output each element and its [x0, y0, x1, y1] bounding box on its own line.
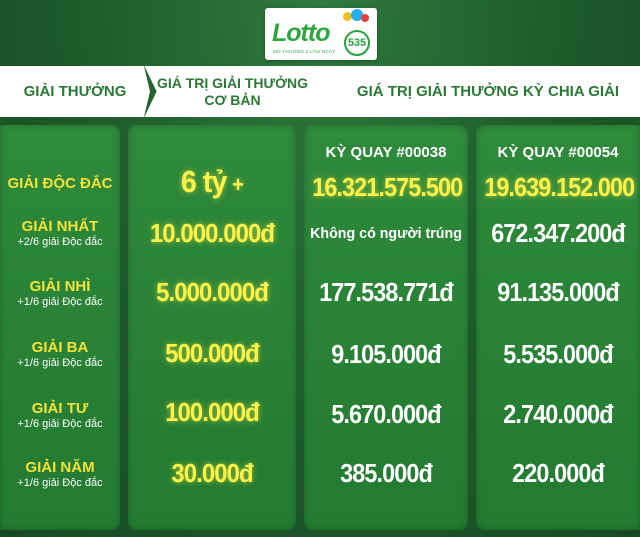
draw-1-second: 177.538.771đ [319, 277, 454, 307]
base-value-fifth: 30.000đ [171, 458, 253, 488]
draw-1-jackpot: 16.321.575.500 [312, 172, 463, 202]
draw-1-panel [304, 125, 468, 530]
draw-2-fourth: 2.740.000đ [503, 399, 613, 429]
prize-note: +1/6 giải Độc đắc [17, 295, 103, 308]
header-prize: GIẢI THƯỞNG [0, 66, 150, 117]
draw-2-first: 672.347.200đ [491, 218, 626, 248]
base-value-panel [128, 125, 296, 530]
header-base-line2: CƠ BẢN [204, 91, 261, 108]
prize-name: GIẢI BA [31, 339, 89, 356]
draw-2-jackpot: 19.639.152.000 [484, 172, 635, 202]
base-value-jackpot: 6 tỷ + [135, 164, 290, 199]
prize-name-jackpot: GIẢI ĐỘC ĐẮC [0, 176, 120, 192]
prize-name-fourth: GIẢI TƯ +1/6 giải Độc đắc [0, 401, 120, 430]
prize-name-fifth: GIẢI NĂM +1/6 giải Độc đắc [0, 460, 120, 489]
prize-name: GIẢI TƯ [31, 400, 89, 417]
header-draw-value-label: GIÁ TRỊ GIẢI THƯỞNG KỲ CHIA GIẢI [356, 83, 620, 100]
prize-name-second: GIẢI NHÌ +1/6 giải Độc đắc [0, 279, 120, 308]
yellow-ball-icon [343, 12, 352, 21]
logo-wordmark: Lotto [272, 19, 330, 47]
prize-name-third: GIẢI BA +1/6 giải Độc đắc [0, 340, 120, 369]
prize-name: GIẢI NHẤT [21, 218, 99, 235]
draw-2-second: 91.135.000đ [497, 277, 619, 307]
prize-name: GIẢI NHÌ [29, 278, 91, 295]
draw-1-label: KỲ QUAY #00038 [325, 144, 447, 161]
header-base-line1: GIÁ TRỊ GIẢI THƯỞNG [156, 74, 309, 91]
base-value-second: 5.000.000đ [156, 277, 269, 307]
prize-name-panel [0, 125, 120, 530]
logo-tagline: MỞ THƯỞNG 2 LẦN/ NGÀY [273, 49, 336, 54]
prize-note: +1/6 giải Độc đắc [17, 356, 103, 369]
draw-1-first: Không có người trúng [310, 225, 462, 242]
prize-name-first: GIẢI NHẤT +2/6 giải Độc đắc [0, 219, 120, 248]
draw-1-fifth: 385.000đ [340, 458, 433, 488]
prize-note: +1/6 giải Độc đắc [17, 417, 103, 430]
prize-note: +2/6 giải Độc đắc [17, 235, 103, 248]
base-value-third: 500.000đ [165, 338, 260, 368]
header-base-value: GIÁ TRỊ GIẢI THƯỞNG CƠ BẢN [144, 66, 335, 117]
blue-ball-icon [351, 9, 363, 21]
prize-note: +1/6 giải Độc đắc [17, 476, 103, 489]
draw-1-third: 9.105.000đ [331, 339, 441, 369]
header-base-value-label: GIÁ TRỊ GIẢI THƯỞNG CƠ BẢN [157, 75, 308, 109]
base-value-first: 10.000.000đ [149, 218, 275, 248]
header-prize-label: GIẢI THƯỞNG [23, 83, 127, 100]
base-value-suffix: + [232, 172, 244, 197]
draw-2-third: 5.535.000đ [503, 339, 613, 369]
red-ball-icon [361, 14, 369, 22]
prize-name: GIẢI ĐỘC ĐẮC [7, 175, 113, 192]
draw-2-fifth: 220.000đ [512, 458, 605, 488]
base-value-fourth: 100.000đ [165, 397, 260, 427]
prize-name: GIẢI NĂM [25, 459, 95, 476]
logo-number: 535 [344, 30, 370, 56]
draw-1-fourth: 5.670.000đ [331, 399, 441, 429]
lotto-535-logo: Lotto 535 MỞ THƯỞNG 2 LẦN/ NGÀY [265, 8, 377, 60]
draw-2-label: KỲ QUAY #00054 [497, 144, 619, 161]
header-draw-value: GIÁ TRỊ GIẢI THƯỞNG KỲ CHIA GIẢI [318, 66, 640, 117]
draw-2-panel [476, 125, 640, 530]
base-value: 6 tỷ [180, 164, 227, 199]
